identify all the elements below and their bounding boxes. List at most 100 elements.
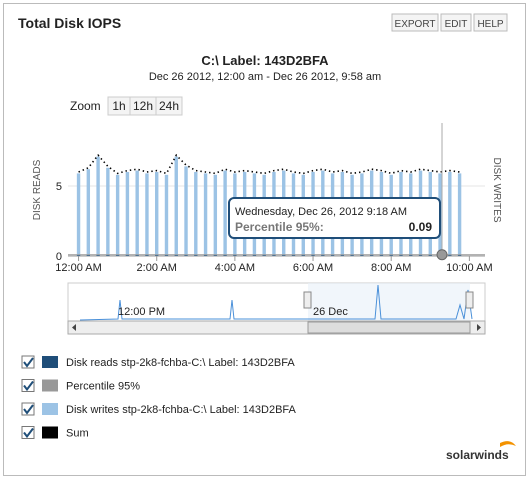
bar xyxy=(125,172,130,256)
legend-label[interactable]: Percentile 95% xyxy=(66,381,140,393)
bar xyxy=(233,255,237,256)
legend-swatch xyxy=(42,426,58,439)
y-tick-label: 5 xyxy=(56,181,62,193)
bar xyxy=(213,174,218,256)
bar xyxy=(457,255,462,256)
bar xyxy=(350,255,354,256)
bar xyxy=(115,174,120,256)
bar xyxy=(418,255,423,256)
bar xyxy=(360,255,364,256)
sum-line xyxy=(78,153,460,175)
legend-check xyxy=(23,357,34,368)
bar xyxy=(379,255,384,256)
zoom-label: Zoom xyxy=(70,99,101,113)
bar xyxy=(145,255,149,256)
scrollbar-thumb[interactable] xyxy=(307,321,471,334)
bar xyxy=(86,169,91,256)
bar xyxy=(155,255,159,256)
navigator-series xyxy=(79,284,473,321)
bar xyxy=(291,255,296,256)
tooltip xyxy=(228,197,441,239)
bar xyxy=(174,255,178,256)
bar xyxy=(203,255,208,256)
bar xyxy=(330,255,335,256)
legend-label[interactable]: Disk reads stp-2k8-fchba-C:\ Label: 143D… xyxy=(66,357,295,369)
zoom-button-label: 24h xyxy=(159,99,179,113)
bar xyxy=(282,255,286,256)
bar xyxy=(135,170,139,256)
header-button[interactable] xyxy=(473,13,508,32)
bar xyxy=(96,156,100,256)
bar xyxy=(96,255,100,256)
widget-title: Total Disk IOPS xyxy=(18,15,121,31)
bar xyxy=(184,255,188,256)
bar xyxy=(86,255,91,256)
tooltip-title: Wednesday, Dec 26, 2012 9:18 AM xyxy=(235,206,407,218)
hover-point xyxy=(436,249,448,261)
x-tick-label: 6:00 AM xyxy=(293,262,333,274)
zoom-button-label: 12h xyxy=(133,99,153,113)
legend-check xyxy=(23,427,34,439)
bar xyxy=(164,174,169,256)
bar xyxy=(115,255,120,256)
bar xyxy=(106,167,110,256)
bar xyxy=(194,172,198,256)
bar xyxy=(369,255,374,256)
legend-check xyxy=(23,380,34,392)
bar xyxy=(428,255,432,256)
legend-swatch xyxy=(42,379,58,392)
bar xyxy=(213,255,218,256)
bar xyxy=(301,255,305,256)
navigator-handle[interactable] xyxy=(303,291,312,309)
bar xyxy=(223,255,227,256)
header-button-label: HELP xyxy=(477,19,503,30)
bar xyxy=(145,173,149,256)
bar xyxy=(311,255,315,256)
legend-label[interactable]: Disk writes stp-2k8-fchba-C:\ Label: 143… xyxy=(66,404,297,416)
navigator-handle[interactable] xyxy=(465,291,474,309)
bar xyxy=(76,173,81,256)
bar xyxy=(409,255,413,256)
bar xyxy=(272,255,276,256)
header-button-label: EDIT xyxy=(445,19,468,30)
y2-axis-label: DISK WRITES xyxy=(491,157,502,222)
bar xyxy=(321,255,325,256)
zoom-button-label: 1h xyxy=(112,99,125,113)
x-tick-label: 4:00 AM xyxy=(215,262,255,274)
chart-title: C:\ Label: 143D2BFA xyxy=(201,53,329,68)
navigator-selection[interactable] xyxy=(308,283,470,321)
zoom-button[interactable] xyxy=(155,96,183,116)
x-tick-label: 10:00 AM xyxy=(446,262,492,274)
logo: solarwinds xyxy=(446,448,509,462)
legend-check xyxy=(23,404,34,415)
bar xyxy=(184,166,188,256)
bar xyxy=(399,255,403,256)
logo-swoosh xyxy=(500,441,516,447)
bar xyxy=(194,255,198,256)
bar xyxy=(135,255,139,256)
bar xyxy=(457,173,462,256)
header-button[interactable] xyxy=(440,13,472,32)
bar xyxy=(125,255,130,256)
tooltip-value: 0.09 xyxy=(409,220,433,234)
x-tick-label: 2:00 AM xyxy=(137,262,177,274)
bar xyxy=(223,170,227,256)
bar xyxy=(203,173,208,256)
header-button[interactable] xyxy=(391,13,439,32)
bar xyxy=(448,172,452,256)
legend-swatch xyxy=(42,403,58,415)
bar xyxy=(174,156,178,256)
bar xyxy=(242,255,247,256)
navigator-label: 12:00 PM xyxy=(118,306,165,318)
navigator-label: 26 Dec xyxy=(313,306,348,318)
legend-label[interactable]: Sum xyxy=(66,428,89,440)
y-tick-label: 0 xyxy=(56,251,62,263)
chart-subtitle: Dec 26 2012, 12:00 am - Dec 26 2012, 9:5… xyxy=(149,71,381,83)
tooltip-label: Percentile 95%: xyxy=(235,220,324,234)
bar xyxy=(340,255,345,256)
legend-swatch xyxy=(42,356,58,368)
bar xyxy=(252,255,257,256)
bar xyxy=(155,172,159,256)
x-tick-label: 12:00 AM xyxy=(55,262,101,274)
